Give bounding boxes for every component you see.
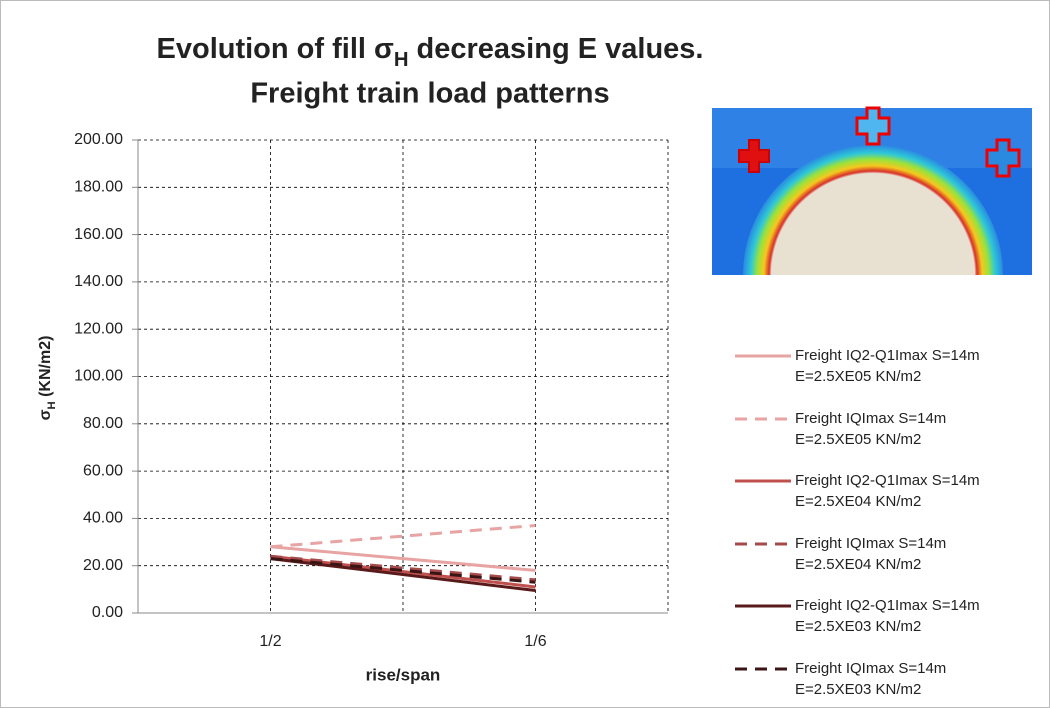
y-tick-label: 200.00 (74, 131, 123, 148)
legend-entry: Freight IQ2-Q1Imax S=14m E=2.5XE03 KN/m2 (735, 595, 1035, 645)
x-tick-label: 1/2 (259, 633, 281, 650)
legend-entry: Freight IQImax S=14m E=2.5XE04 KN/m2 (735, 533, 1035, 583)
y-tick-label: 20.00 (83, 557, 123, 574)
subscript: H (394, 49, 409, 71)
x-tick-label: 1/6 (524, 633, 546, 650)
x-axis-label: rise/span (366, 665, 441, 684)
y-tick-label: 140.00 (74, 273, 123, 290)
series-line (270, 554, 536, 582)
y-tick-label: 80.00 (83, 415, 123, 432)
series-line (270, 557, 536, 584)
text-part: Evolution of fill σ (157, 33, 394, 65)
legend-swatch (735, 354, 791, 358)
text-part: decreasing E values. (408, 33, 703, 65)
y-tick-label: 160.00 (74, 226, 123, 243)
legend-swatch (735, 542, 791, 545)
legend-swatch (735, 479, 791, 483)
legend-entry: Freight IQImax S=14m E=2.5XE03 KN/m2 (735, 658, 1035, 708)
subscript: H (46, 401, 58, 409)
legend-label: Freight IQ2-Q1Imax S=14m E=2.5XE05 KN/m2 (795, 347, 980, 385)
y-tick-label: 0.00 (92, 604, 123, 621)
y-tick-label: 180.00 (74, 179, 123, 196)
legend-label: Freight IQImax S=14m E=2.5XE04 KN/m2 (795, 534, 947, 573)
legend-entry: Freight IQImax S=14m E=2.5XE05 KN/m2 (735, 408, 1035, 458)
text-part: σ (37, 409, 54, 420)
series-line (270, 523, 536, 549)
series-line (270, 545, 536, 572)
legend-swatch (735, 667, 791, 670)
chart-title: Freight train load patterns (250, 78, 609, 110)
y-tick-label: 60.00 (83, 462, 123, 479)
legend-label: Freight IQImax S=14m E=2.5XE05 KN/m2 (795, 409, 947, 448)
contour-image (712, 106, 1032, 275)
chart-title: Evolution of fill σH decreasing E values… (157, 33, 704, 72)
y-axis-label: σH (KN/m2) (37, 336, 58, 421)
legend-label: Freight IQ2-Q1Imax S=14m E=2.5XE03 KN/m2 (795, 597, 980, 635)
y-tick-label: 120.00 (74, 320, 123, 337)
legend-swatch (735, 604, 791, 608)
y-tick-label: 100.00 (74, 368, 123, 385)
legend-entry: Freight IQ2-Q1Imax S=14m E=2.5XE05 KN/m2 (735, 345, 1035, 395)
legend-entry: Freight IQ2-Q1Imax S=14m E=2.5XE04 KN/m2 (735, 470, 1035, 520)
text-part: (KN/m2) (37, 336, 54, 402)
legend-label: Freight IQ2-Q1Imax S=14m E=2.5XE04 KN/m2 (795, 472, 980, 510)
legend-swatch (735, 417, 791, 420)
y-tick-label: 40.00 (83, 510, 123, 527)
legend-label: Freight IQImax S=14m E=2.5XE03 KN/m2 (795, 659, 947, 698)
